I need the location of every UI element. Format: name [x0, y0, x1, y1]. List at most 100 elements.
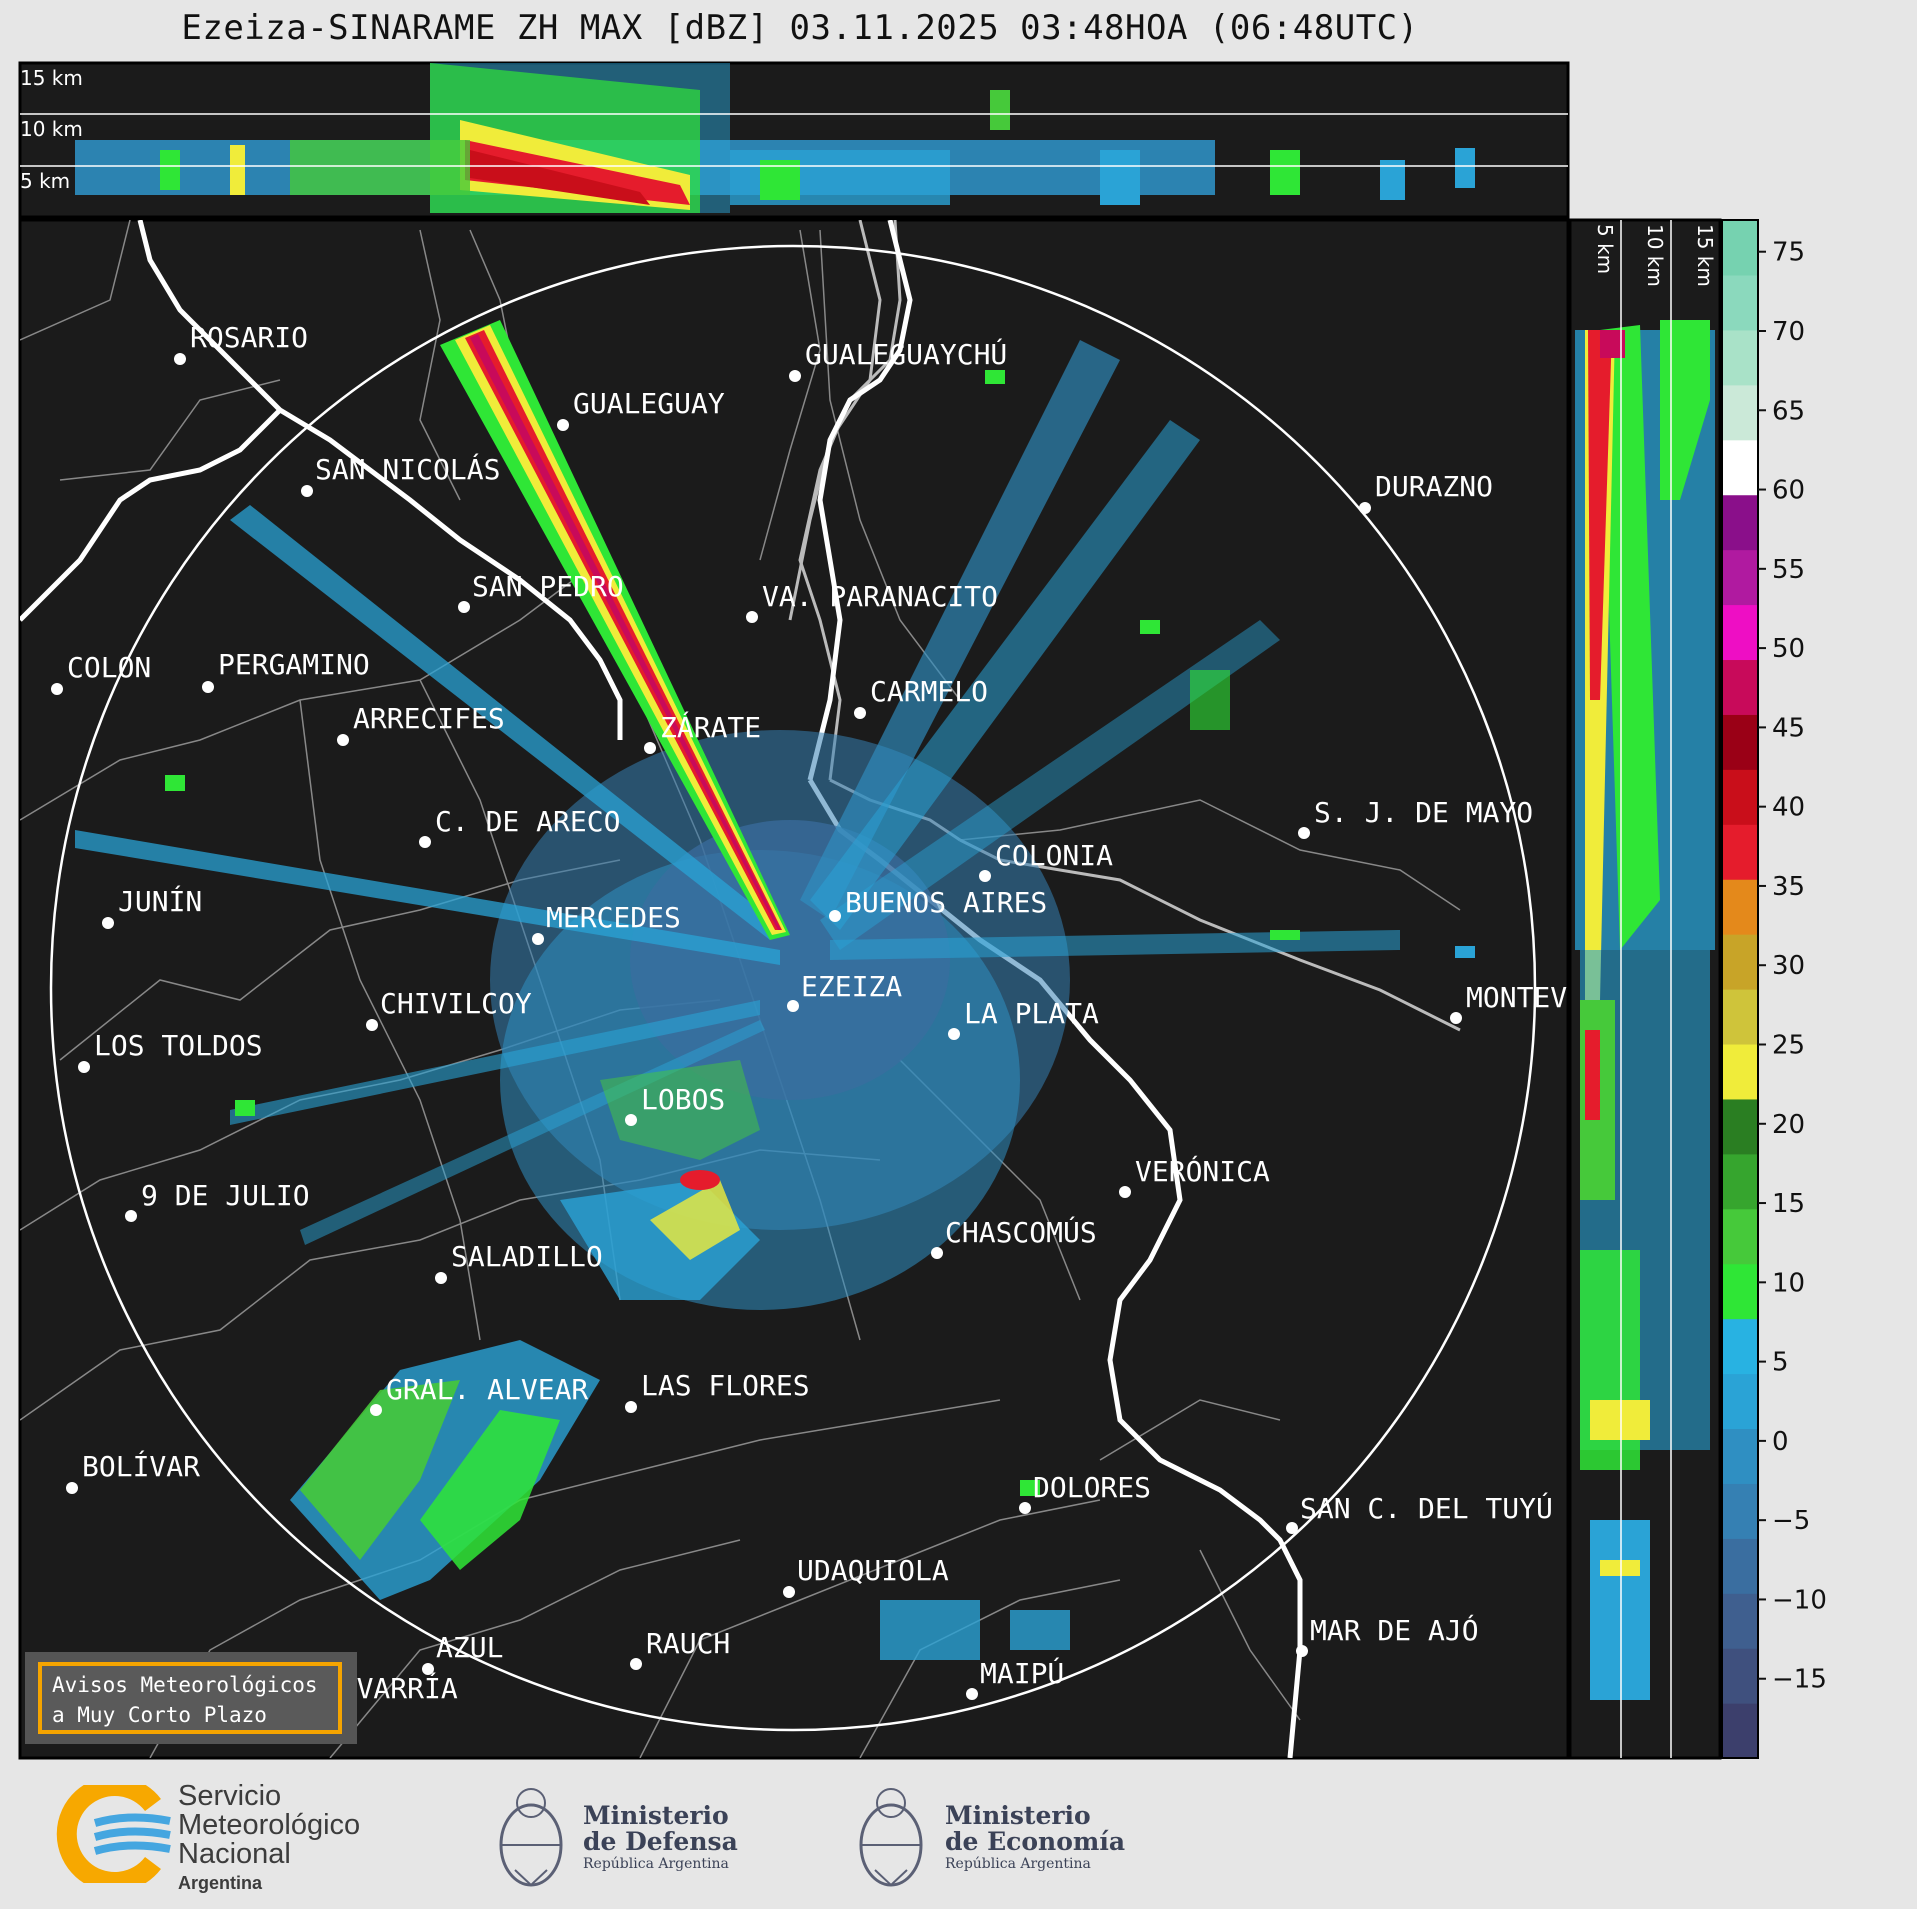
city-pergamino: PERGAMINO [202, 648, 370, 693]
colorbar-segment [1722, 1648, 1758, 1704]
svg-text:LOBOS: LOBOS [641, 1083, 725, 1116]
colorbar-segment [1722, 1538, 1758, 1594]
colorbar-segment [1722, 934, 1758, 990]
colorbar-segment [1722, 549, 1758, 606]
colorbar-segment [1722, 879, 1758, 935]
colorbar-segment [1722, 220, 1758, 276]
city-carmelo: CARMELO [854, 675, 988, 719]
colorbar-segment [1722, 1153, 1758, 1210]
svg-text:UDAQUIOLA: UDAQUIOLA [797, 1554, 949, 1587]
city-rauch: RAUCH [630, 1627, 730, 1670]
svg-text:PERGAMINO: PERGAMINO [218, 648, 370, 681]
svg-text:SAN PEDRO: SAN PEDRO [472, 570, 624, 603]
top-height-panel: 15 km 10 km 5 km [18, 61, 1570, 219]
svg-text:JUNÍN: JUNÍN [118, 884, 202, 918]
colorbar-segment [1722, 384, 1758, 441]
city-durazno: DURAZNO [1359, 470, 1493, 514]
svg-text:GUALEGUAY: GUALEGUAY [573, 387, 725, 420]
colorbar-tick-label: −10 [1772, 1585, 1827, 1615]
colorbar-segment [1722, 1043, 1758, 1100]
city-markers: ROSARIO GUALEGUAYCHÚ GUALEGUAY SAN NICOL… [51, 321, 1567, 1715]
svg-text:AZUL: AZUL [436, 1631, 503, 1664]
svg-text:EZEIZA: EZEIZA [801, 970, 902, 1003]
svg-text:LOS TOLDOS: LOS TOLDOS [94, 1029, 263, 1062]
city-veronica: VERÓNICA [1119, 1154, 1270, 1198]
colorbar-segment [1722, 329, 1758, 386]
side-label-5km: 5 km [1593, 224, 1617, 274]
colorbar-segment [1722, 1263, 1758, 1320]
colorbar-tick-label: 5 [1772, 1348, 1789, 1378]
top-label-15km: 15 km [20, 66, 83, 90]
defensa-logo-text: Ministerio de Defensa República Argentin… [583, 1801, 738, 1873]
svg-text:LA PLATA: LA PLATA [964, 997, 1099, 1030]
svg-text:SALADILLO: SALADILLO [451, 1240, 603, 1273]
city-mercedes: MERCEDES [532, 901, 681, 945]
svg-text:9 DE JULIO: 9 DE JULIO [141, 1179, 310, 1212]
svg-text:GUALEGUAYCHÚ: GUALEGUAYCHÚ [805, 337, 1007, 371]
svg-text:MERCEDES: MERCEDES [546, 901, 681, 934]
svg-text:VA. PARANACITO: VA. PARANACITO [762, 580, 998, 613]
svg-text:DOLORES: DOLORES [1033, 1471, 1151, 1504]
radar-echoes [75, 320, 1475, 1660]
side-height-panel: 5 km 10 km 15 km [1568, 218, 1722, 1760]
svg-text:GRAL. ALVEAR: GRAL. ALVEAR [386, 1373, 588, 1406]
top-label-10km: 10 km [20, 117, 83, 141]
colorbar-segment [1722, 659, 1758, 715]
colorbar-tick-label: 25 [1772, 1030, 1805, 1060]
aviso-button[interactable]: Avisos Meteorológicos a Muy Corto Plazo [38, 1662, 342, 1734]
colorbar-tick-label: 20 [1772, 1110, 1805, 1140]
city-dolores: DOLORES [1019, 1471, 1151, 1514]
colorbar-segment [1722, 274, 1758, 331]
colorbar-segment [1722, 494, 1758, 551]
city-colon: COLON [51, 651, 151, 695]
city-san-pedro: SAN PEDRO [458, 570, 624, 613]
side-label-10km: 10 km [1643, 224, 1667, 287]
smn-logo-text: Servicio Meteorológico Nacional Argentin… [178, 1780, 361, 1894]
svg-text:ROSARIO: ROSARIO [190, 321, 308, 354]
city-arrecifes: ARRECIFES [337, 702, 505, 746]
colorbar-tick-label: −5 [1772, 1506, 1810, 1536]
colorbar-segment [1722, 604, 1758, 661]
colorbar-segment [1722, 824, 1758, 880]
city-los-toldos: LOS TOLDOS [78, 1029, 263, 1073]
city-sj-de-mayo: S. J. DE MAYO [1298, 796, 1533, 839]
city-rosario: ROSARIO [174, 321, 308, 365]
city-colonia: COLONIA [979, 839, 1113, 882]
city-zarate: ZÁRATE [644, 710, 761, 754]
city-las-flores: LAS FLORES [625, 1369, 810, 1413]
economia-coat-of-arms-icon [859, 1788, 923, 1887]
colorbar-tick-label: 55 [1772, 555, 1805, 585]
svg-text:BUENOS AIRES: BUENOS AIRES [845, 886, 1047, 919]
colorbar-tick-label: 50 [1772, 634, 1805, 664]
colorbar-tick-label: 60 [1772, 476, 1805, 506]
city-san-c-del-tuyu: SAN C. DEL TUYÚ [1286, 1491, 1553, 1534]
colorbar-segment [1722, 1483, 1758, 1539]
colorbar-tick-label: 40 [1772, 793, 1805, 823]
svg-text:C. DE ARECO: C. DE ARECO [435, 805, 620, 838]
city-gral-alvear: GRAL. ALVEAR [370, 1373, 588, 1416]
city-chivilcoy: CHIVILCOY [366, 987, 532, 1031]
colorbar-tick-label: 0 [1772, 1427, 1789, 1457]
svg-text:CHIVILCOY: CHIVILCOY [380, 987, 532, 1020]
city-c-de-areco: C. DE ARECO [419, 805, 620, 848]
colorbar-segment [1722, 1373, 1758, 1430]
city-9-de-julio: 9 DE JULIO [125, 1179, 310, 1222]
city-lobos: LOBOS [625, 1083, 725, 1126]
city-junin: JUNÍN [102, 884, 202, 929]
colorbar-tick-label: 75 [1772, 238, 1805, 268]
city-va-paranacito: VA. PARANACITO [746, 580, 998, 623]
colorbar-tick-label: 10 [1772, 1268, 1805, 1298]
colorbar-segment [1722, 989, 1758, 1045]
colorbar-tick-label: 15 [1772, 1189, 1805, 1219]
colorbar-tick-label: 70 [1772, 317, 1805, 347]
colorbar-tick-label: 35 [1772, 872, 1805, 902]
city-ezeiza: EZEIZA [787, 970, 902, 1012]
svg-text:RAUCH: RAUCH [646, 1627, 730, 1660]
svg-text:COLONIA: COLONIA [995, 839, 1113, 872]
svg-text:ZÁRATE: ZÁRATE [660, 710, 761, 744]
colorbar-border [1721, 219, 1759, 1759]
colorbar-tick-label: 30 [1772, 951, 1805, 981]
colorbar-tick-label: 65 [1772, 396, 1805, 426]
